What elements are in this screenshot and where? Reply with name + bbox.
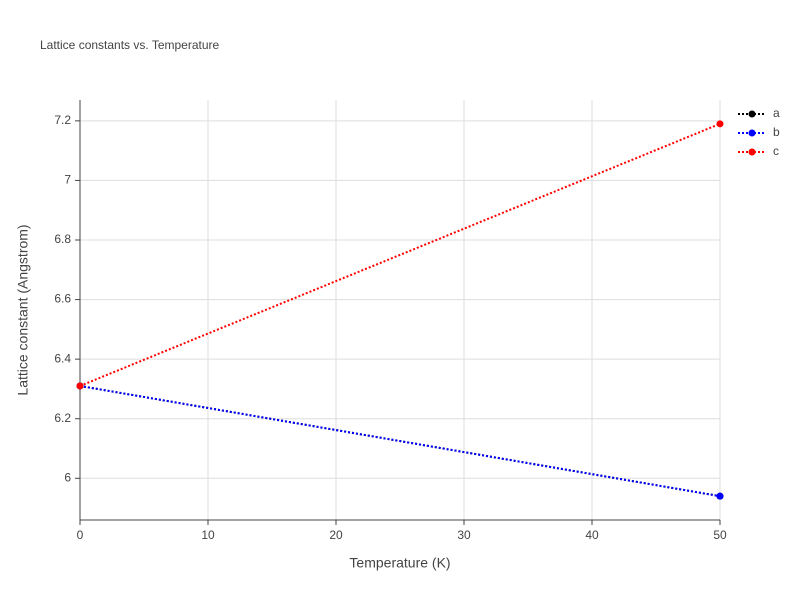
legend-marker [748,110,756,118]
x-tick-label: 30 [457,528,471,542]
y-tick-label: 7 [64,173,71,187]
x-tick-label: 10 [201,528,215,542]
series-line [79,384,721,498]
legend-marker [748,129,756,137]
y-tick-label: 6 [64,470,71,484]
legend-marker [748,148,756,156]
x-axis-label: Temperature (K) [349,555,450,571]
y-tick-label: 6.8 [54,232,71,246]
chart-title: Lattice constants vs. Temperature [40,38,220,52]
point [716,492,724,500]
point [76,382,84,390]
series-line [79,122,721,387]
x-tick-label: 50 [713,528,727,542]
legend-label: c [773,144,779,158]
y-tick-label: 6.6 [54,292,71,306]
y-axis-label: Lattice constant (Angstrom) [15,224,31,395]
y-tick-label: 6.4 [54,351,71,365]
point [716,120,724,128]
y-tick-label: 6.2 [54,411,71,425]
x-tick-label: 0 [77,528,84,542]
y-tick-label: 7.2 [54,113,71,127]
legend-label: b [773,125,780,139]
x-tick-label: 40 [585,528,599,542]
x-tick-label: 20 [329,528,343,542]
legend-label: a [773,106,780,120]
